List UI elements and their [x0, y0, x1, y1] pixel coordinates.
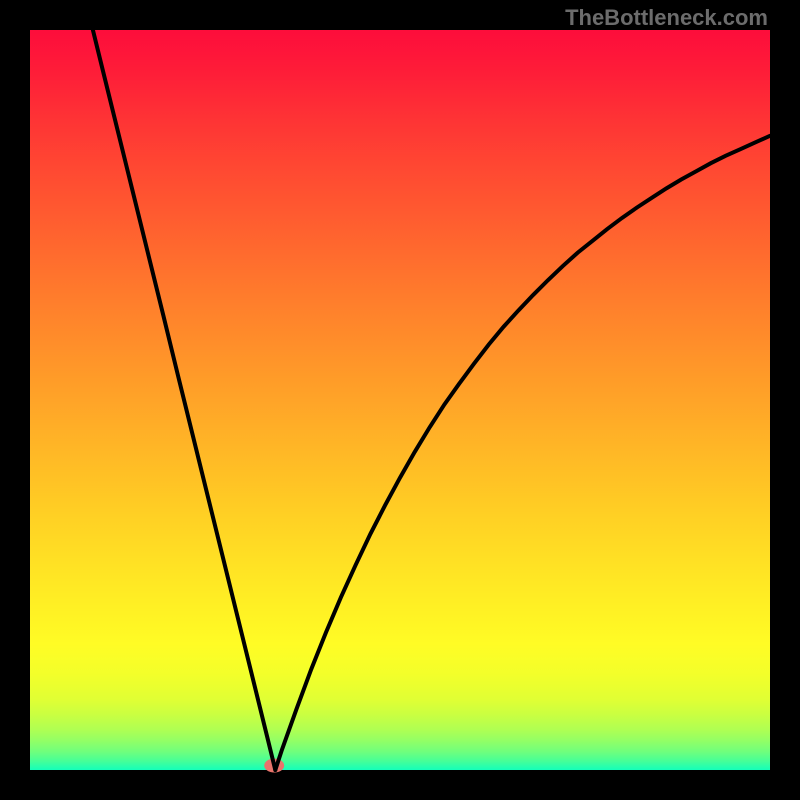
curve-layer	[30, 30, 770, 770]
left-branch	[93, 30, 275, 770]
bottleneck-chart: TheBottleneck.com	[0, 0, 800, 800]
plot-area	[30, 30, 770, 770]
right-branch	[275, 136, 770, 770]
watermark-text: TheBottleneck.com	[565, 5, 768, 31]
